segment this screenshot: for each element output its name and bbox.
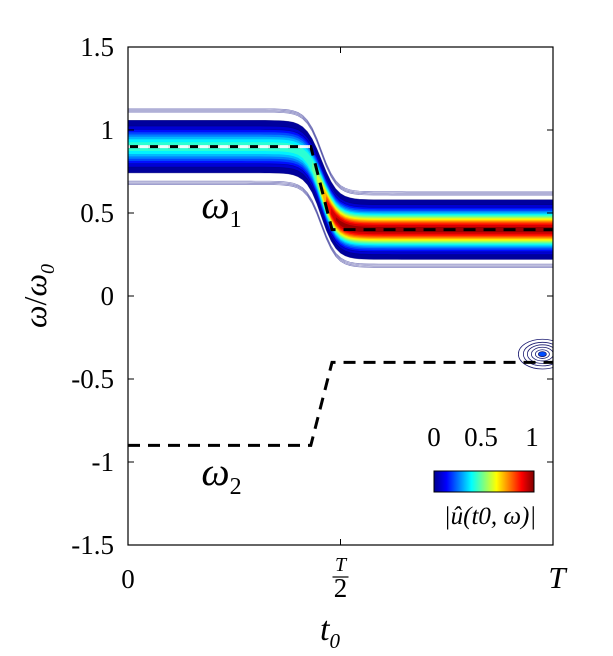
contour-ring <box>128 181 553 266</box>
x-tick-label-den: 2 <box>334 573 348 603</box>
x-axis: 0 T2 T <box>121 47 568 603</box>
colorbar-gradient <box>433 470 535 493</box>
contour-ring <box>128 111 553 196</box>
x-tick-label: 0 <box>121 564 135 594</box>
x-label-main: t <box>320 611 331 648</box>
y-axis: 1.5 1 0.5 0 -0.5 -1 -1.5 <box>71 32 553 560</box>
x-label-sub: 0 <box>329 629 340 653</box>
contour-blob <box>534 349 550 359</box>
colorbar-tick-label: 0 <box>427 422 441 452</box>
contour-field <box>128 108 553 370</box>
y-tick-label: -1 <box>92 447 115 477</box>
y-tick-label: -0.5 <box>71 364 114 394</box>
series-layer <box>128 145 553 447</box>
annotation-label: ω2 <box>201 449 241 500</box>
series-line-2 <box>128 360 553 447</box>
x-axis-label: t0 <box>320 611 340 653</box>
colorbar-label: |û(t0, ω)| <box>444 503 537 530</box>
y-label-denominator-sub: 0 <box>37 264 59 274</box>
y-tick-label: 1.5 <box>80 32 114 62</box>
contour-blob <box>522 341 553 367</box>
y-axis-label: ω/ω0 <box>17 264 59 328</box>
colorbar-tick-label: 0.5 <box>464 422 498 452</box>
x-tick-label: T <box>548 560 568 595</box>
contour-blob <box>526 344 553 364</box>
y-tick-label: 0 <box>101 281 115 311</box>
colorbar-tick-label: 1 <box>525 422 539 452</box>
contour-ring <box>128 110 553 195</box>
svg-text:ω/ω0: ω/ω0 <box>17 264 59 328</box>
y-tick-label: 0.5 <box>80 198 114 228</box>
colorbar-ticks: 0 0.5 1 <box>427 422 539 452</box>
y-label-denominator: ω <box>17 274 53 297</box>
y-tick-label: 1 <box>101 115 115 145</box>
contour-ring <box>128 109 553 194</box>
annotations: ω1 ω2 <box>201 182 241 500</box>
y-label-numerator: ω <box>17 305 53 328</box>
x-tick-label-num: T <box>335 554 348 576</box>
contour-blob <box>530 346 553 362</box>
contour-ring <box>128 180 553 265</box>
colorbar: 0 0.5 1 |û(t0, ω)| <box>427 422 539 530</box>
contour-blob <box>537 351 547 357</box>
contour-blob <box>517 338 553 370</box>
contour-ring <box>128 182 553 267</box>
contour-ring <box>128 184 553 268</box>
y-tick-label: -1.5 <box>71 530 114 560</box>
annotation-label: ω1 <box>201 182 241 233</box>
contour-ring <box>128 108 553 193</box>
